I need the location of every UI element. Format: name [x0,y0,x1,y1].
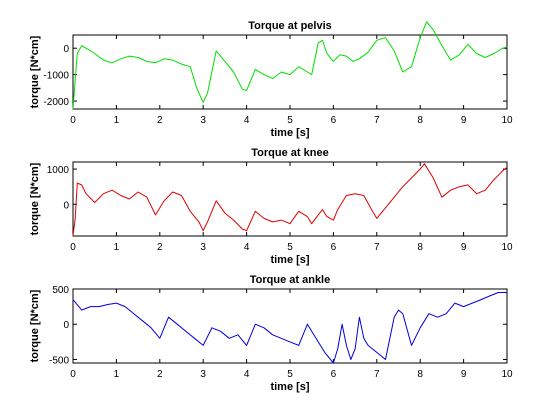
chart-1-xtick-label: 0 [70,115,76,126]
chart-2-ylabel: torque [N*cm] [29,162,41,235]
chart-1-xlabel: time [s] [270,127,309,139]
chart-1-ytick-label: -2000 [43,97,69,108]
chart-3-xtick-label: 4 [244,369,250,380]
chart-1-xtick-label: 3 [200,115,206,126]
chart-1-xtick-label: 7 [374,115,380,126]
chart-1-xtick-label: 8 [417,115,423,126]
chart-2-xtick-label: 9 [461,242,467,253]
chart-1-ytick-label: 0 [63,44,69,55]
chart-1-ylabel: torque [N*cm] [29,35,41,108]
chart-2-xtick-label: 7 [374,242,380,253]
chart-3-xtick-label: 1 [114,369,120,380]
chart-3-xtick-label: 9 [461,369,467,380]
chart-2-xtick-label: 2 [157,242,163,253]
chart-2-xtick-label: 5 [287,242,293,253]
chart-2-ytick-label: 0 [63,200,69,211]
chart-2-xtick-label: 6 [331,242,337,253]
chart-3-xtick-label: 7 [374,369,380,380]
chart-2-xtick-label: 8 [417,242,423,253]
chart-2-ytick-label: 1000 [47,165,70,176]
chart-2-xtick-label: 0 [70,242,76,253]
chart-3-ytick-label: -500 [49,355,69,366]
chart-3-xtick-label: 10 [501,369,513,380]
chart-3-xtick-label: 0 [70,369,76,380]
chart-2-xtick-label: 10 [501,242,513,253]
chart-3-xtick-label: 3 [200,369,206,380]
chart-2-xtick-label: 4 [244,242,250,253]
chart-2-title: Torque at knee [251,147,328,159]
chart-3-title: Torque at ankle [250,274,330,286]
chart-3-xtick-label: 6 [331,369,337,380]
chart-1-title: Torque at pelvis [248,20,332,32]
chart-2-series-line-1 [72,163,508,237]
chart-1-ytick-label: -1000 [43,71,69,82]
chart-1-xtick-label: 9 [461,115,467,126]
chart-3-ylabel: torque [N*cm] [29,289,41,362]
chart-3-ytick-label: 500 [52,285,69,296]
chart-2-xtick-label: 3 [200,242,206,253]
chart-2-xtick-label: 1 [114,242,120,253]
chart-1-xtick-label: 1 [114,115,120,126]
chart-3-xlabel: time [s] [270,381,309,393]
chart-1-xtick-label: 10 [501,115,513,126]
chart-3-xtick-label: 8 [417,369,423,380]
chart-3-ytick-label: 0 [63,320,69,331]
chart-3-series-line-1 [72,292,507,364]
chart-1-series-line-1 [72,21,508,110]
chart-1-xtick-label: 4 [244,115,250,126]
chart-3-xtick-label: 5 [287,369,293,380]
chart-3-xtick-label: 2 [157,369,163,380]
chart-1-xtick-label: 2 [157,115,163,126]
chart-2-xlabel: time [s] [270,254,309,266]
chart-1-xtick-label: 5 [287,115,293,126]
chart-1-xtick-label: 6 [331,115,337,126]
